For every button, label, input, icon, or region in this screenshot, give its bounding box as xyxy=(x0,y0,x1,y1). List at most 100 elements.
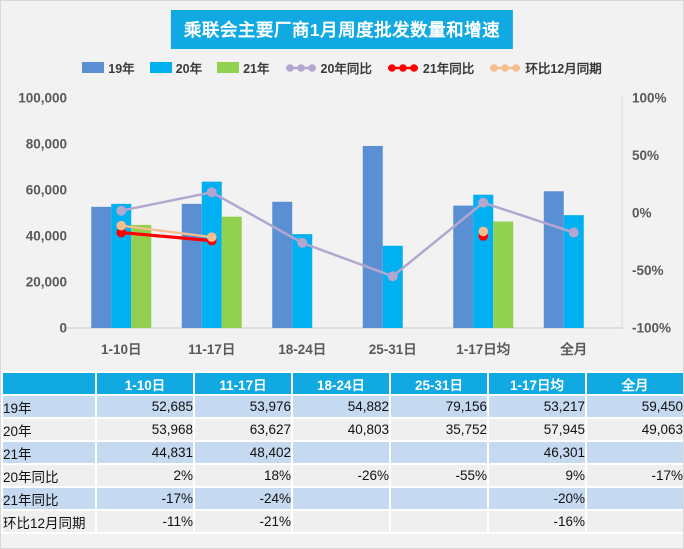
cell-value xyxy=(391,488,487,509)
right-axis-tick: 0% xyxy=(632,206,652,221)
category-label: 25-31日 xyxy=(369,342,417,357)
cell-value xyxy=(587,442,683,463)
left-axis-tick: 100,000 xyxy=(18,91,67,106)
category-label: 全月 xyxy=(559,341,587,357)
right-axis-tick: 100% xyxy=(632,91,667,106)
bar-21年-1-10日 xyxy=(131,224,152,328)
cell-value: 49,063 xyxy=(587,419,683,440)
column-header-1-10日: 1-10日 xyxy=(97,373,193,394)
legend-label: 19年 xyxy=(108,62,135,76)
cell-value xyxy=(587,511,683,532)
bar-19年-1-10日 xyxy=(91,206,112,328)
table-row-环比12月同期: 环比12月同期 -11% -21% -16% xyxy=(3,511,683,532)
marker-20年同比-18-24日 xyxy=(297,237,308,248)
bar-20年-1-10日 xyxy=(111,203,132,328)
row-label: 20年同比 xyxy=(3,465,95,486)
legend-label: 环比12月同期 xyxy=(525,62,602,76)
cell-value: 40,803 xyxy=(293,419,389,440)
bar-20年-18-24日 xyxy=(292,234,313,328)
legend-item-line-1: 21年同比 xyxy=(387,58,474,77)
bar-20年-1-17日均 xyxy=(473,194,494,328)
marker-20年同比-1-17日均 xyxy=(478,197,489,208)
marker-环比12月同期-1-17日均 xyxy=(478,226,489,237)
cell-value: 46,301 xyxy=(489,442,585,463)
table-row-19年: 19年 52,685 53,976 54,882 79,156 53,217 59,450 xyxy=(3,396,683,417)
cell-value xyxy=(391,442,487,463)
left-axis-tick: 20,000 xyxy=(26,275,67,290)
left-axis-tick: 60,000 xyxy=(26,183,67,198)
table-row-20年: 20年 53,968 63,627 40,803 35,752 57,945 49,063 xyxy=(3,419,683,440)
cell-value: 9% xyxy=(489,465,585,486)
cell-value xyxy=(293,442,389,463)
line-21年同比 xyxy=(121,230,212,243)
chart-title: 乘联会主要厂商1月周度批发数量和增速 xyxy=(170,10,514,49)
left-axis-tick: 40,000 xyxy=(26,229,67,244)
marker-20年同比-全月 xyxy=(568,227,579,238)
cell-value: 53,976 xyxy=(195,396,291,417)
left-axis-tick: 80,000 xyxy=(26,137,67,152)
legend-item-line-2: 环比12月同期 xyxy=(489,58,602,77)
cell-value: -21% xyxy=(195,511,291,532)
cell-value: 35,752 xyxy=(391,419,487,440)
marker-20年同比-1-10日 xyxy=(116,205,127,216)
cell-value xyxy=(391,511,487,532)
cell-value: 79,156 xyxy=(391,396,487,417)
line-20年同比 xyxy=(121,190,575,278)
right-axis-tick: -50% xyxy=(632,263,664,278)
category-label: 1-10日 xyxy=(101,342,142,357)
category-label: 18-24日 xyxy=(278,342,326,357)
cell-value: -24% xyxy=(195,488,291,509)
legend-swatch-icon xyxy=(217,62,240,73)
legend-line-icon xyxy=(387,63,418,72)
legend-label: 20年 xyxy=(175,62,203,76)
marker-20年同比-11-17日 xyxy=(206,187,217,198)
cell-value: 59,450 xyxy=(587,396,683,417)
table-row-21年同比: 21年同比 -17% -24% -20% xyxy=(3,488,683,509)
cell-value xyxy=(587,488,683,509)
bar-20年-25-31日 xyxy=(382,245,403,328)
combo-chart: 0 20,000 40,000 60,000 80,000 100,000 -100% -50… xyxy=(18,91,671,358)
cell-value: 53,968 xyxy=(97,419,193,440)
marker-环比12月同期-1-10日 xyxy=(116,220,127,231)
right-axis-tick: 50% xyxy=(632,148,659,163)
category-label: 1-17日均 xyxy=(456,341,510,357)
cell-value: -20% xyxy=(489,488,585,509)
legend-item-bar-2: 21年 xyxy=(217,58,270,77)
corner-header-cell xyxy=(3,373,95,394)
cell-value: -16% xyxy=(489,511,585,532)
legend-item-bar-0: 19年 xyxy=(82,58,135,77)
legend-swatch-icon xyxy=(82,62,105,73)
cell-value: -26% xyxy=(293,465,389,486)
cell-value xyxy=(293,511,389,532)
cell-value: 48,402 xyxy=(195,442,291,463)
row-label: 21年同比 xyxy=(3,488,95,509)
column-header-1-17日均: 1-17日均 xyxy=(489,373,585,394)
cell-value: -55% xyxy=(391,465,487,486)
legend-label: 20年同比 xyxy=(320,62,372,76)
line-环比12月同期 xyxy=(121,224,212,239)
cell-value: 57,945 xyxy=(489,419,585,440)
column-header-25-31日: 25-31日 xyxy=(391,373,487,394)
cell-value: 2% xyxy=(97,465,193,486)
bar-19年-18-24日 xyxy=(272,201,293,328)
cell-value: -17% xyxy=(587,465,683,486)
table-row-21年: 21年 44,831 48,402 46,301 xyxy=(3,442,683,463)
cell-value: -17% xyxy=(97,488,193,509)
legend-line-icon xyxy=(490,63,521,72)
cell-value: 44,831 xyxy=(97,442,193,463)
cell-value: 53,217 xyxy=(489,396,585,417)
right-axis-tick: -100% xyxy=(632,321,671,336)
bar-21年-1-17日均 xyxy=(493,221,514,328)
cell-value xyxy=(293,488,389,509)
bar-20年-11-17日 xyxy=(201,181,222,328)
column-header-11-17日: 11-17日 xyxy=(195,373,291,394)
bar-20年-全月 xyxy=(563,215,584,328)
legend-label: 21年 xyxy=(243,62,270,76)
marker-21年同比-1-10日 xyxy=(116,227,127,238)
table-header-row: 1-10日 11-17日 18-24日 25-31日 1-17日均 全月 xyxy=(3,373,683,394)
column-header-全月: 全月 xyxy=(587,373,683,394)
legend-swatch-icon xyxy=(149,62,172,73)
chart-section: 0 20,000 40,000 60,000 80,000 100,000 -100% -50… xyxy=(1,1,683,371)
row-label: 环比12月同期 xyxy=(3,511,95,532)
